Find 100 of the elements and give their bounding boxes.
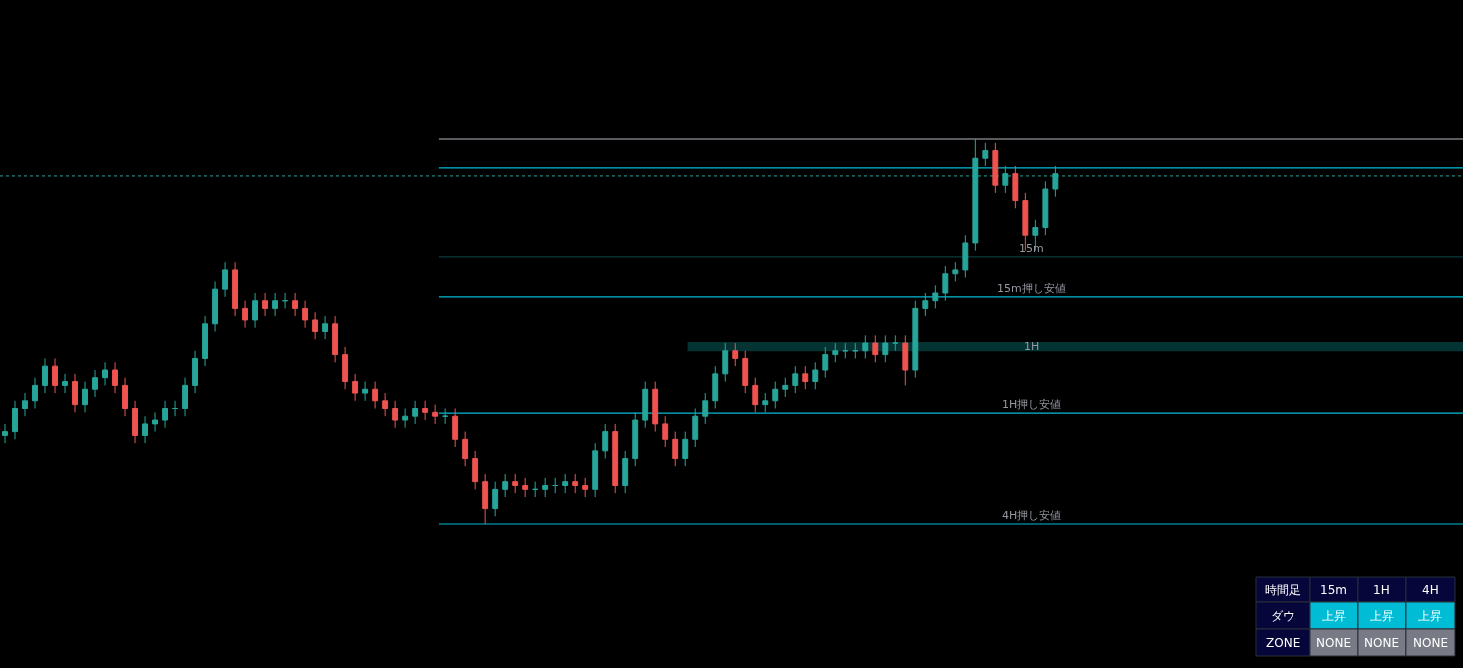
candlestick [442, 408, 449, 425]
candlestick [172, 400, 179, 417]
candlestick [872, 334, 879, 363]
candlestick [742, 350, 749, 394]
candlestick [952, 261, 959, 282]
candlestick [382, 392, 389, 417]
candlestick [242, 300, 249, 329]
text: 時間足 [1265, 583, 1301, 597]
candlestick [782, 377, 789, 398]
candlestick [692, 408, 699, 448]
candlestick [332, 315, 339, 363]
candlestick [32, 377, 38, 409]
candlestick [732, 342, 739, 367]
candlestick [582, 477, 589, 498]
text: ダウ [1271, 609, 1295, 623]
candlestick [812, 361, 819, 390]
candlestick [272, 292, 279, 317]
text: NONE [1316, 636, 1351, 650]
candlestick [252, 292, 259, 329]
candlestick [1012, 165, 1019, 209]
candlestick [282, 292, 289, 309]
candlestick [682, 431, 689, 467]
candlestick [902, 334, 909, 386]
candlestick [642, 381, 649, 429]
candlestick [572, 473, 579, 494]
candlestick [592, 442, 599, 498]
candlestick [82, 381, 88, 413]
candlestick [462, 431, 469, 467]
candlestick [652, 381, 659, 433]
candlestick [622, 450, 629, 494]
candlestick [412, 400, 419, 425]
candlestick [452, 408, 459, 448]
candlestick [212, 280, 219, 332]
candlestick [132, 400, 138, 444]
candlestick [502, 473, 509, 498]
candlestick [762, 392, 769, 413]
candlestick [472, 450, 479, 490]
candlestick [22, 392, 28, 417]
text: NONE [1413, 636, 1448, 650]
candlestick [52, 357, 58, 394]
text: 4H [1422, 583, 1439, 597]
ref-line-label: 1H押し安値 [1002, 398, 1062, 411]
candlestick [302, 300, 309, 329]
candlestick [12, 400, 18, 440]
candlestick [882, 334, 889, 363]
text: ZONE [1266, 636, 1301, 650]
candlestick [1042, 180, 1049, 236]
ref-line-label: 15m押し安値 [997, 282, 1066, 295]
candlestick [2, 423, 8, 444]
candlestick [802, 365, 809, 390]
candlestick [852, 342, 859, 359]
text: 上昇 [1370, 609, 1394, 623]
candlestick [512, 473, 519, 494]
candlestick [482, 473, 489, 525]
candlestick [662, 415, 669, 448]
candlestick [632, 411, 639, 467]
candlestick [932, 284, 939, 309]
candlestick [72, 373, 78, 413]
candlestick [62, 373, 68, 394]
candlestick [962, 234, 969, 279]
candlestick [892, 334, 899, 352]
text: NONE [1364, 636, 1399, 650]
candlestick [182, 377, 189, 417]
candlestick [982, 142, 989, 167]
candlestick [292, 292, 299, 317]
candlestick [922, 292, 929, 317]
candlestick [432, 404, 439, 425]
candlestick [392, 400, 399, 429]
candlestick [152, 411, 158, 433]
candlestick [552, 477, 559, 494]
ref-line-label: 15m [1019, 242, 1044, 255]
candlestick [862, 334, 869, 359]
candlestick [562, 473, 569, 494]
candlestick [192, 350, 199, 394]
candlestick [232, 261, 239, 317]
candlestick [712, 365, 719, 409]
candlestick [522, 477, 529, 498]
candlestick [312, 311, 319, 340]
candlestick [112, 361, 118, 394]
candlestick [992, 142, 999, 194]
candlestick [102, 361, 108, 386]
text: 15m [1320, 583, 1347, 597]
text: 上昇 [1322, 609, 1346, 623]
candlestick [602, 423, 609, 460]
text: 上昇 [1418, 609, 1442, 623]
candlestick [362, 381, 369, 402]
candlestick [492, 481, 499, 517]
candlestick [532, 481, 539, 498]
candlestick [752, 377, 759, 413]
candlestick [612, 423, 619, 494]
candlestick [702, 392, 709, 425]
candlestick [402, 408, 409, 429]
candlestick [722, 342, 729, 383]
band-label: 1H [1024, 340, 1040, 353]
candlestick [352, 373, 359, 402]
candlestick [42, 357, 48, 394]
text: 1H [1373, 583, 1390, 597]
candlestick [672, 431, 679, 467]
candlestick [202, 315, 209, 367]
candlestick [422, 400, 429, 421]
